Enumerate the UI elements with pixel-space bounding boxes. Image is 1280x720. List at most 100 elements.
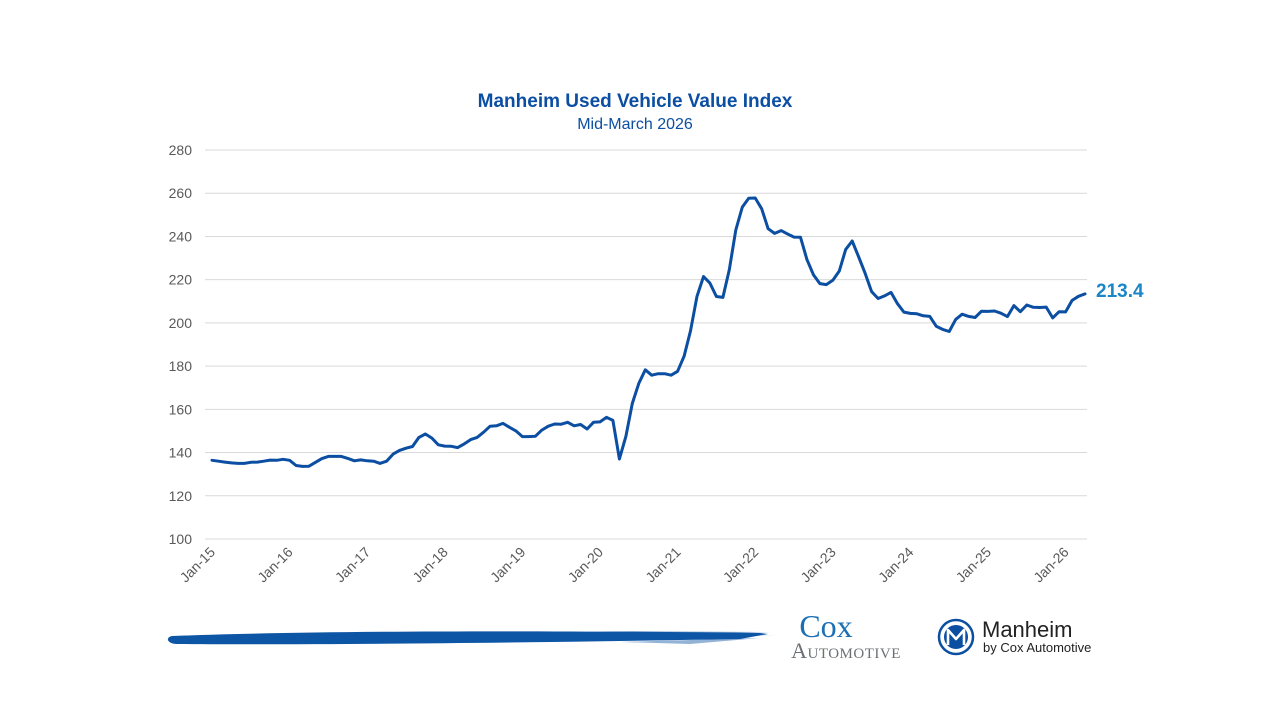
data-point <box>870 290 873 293</box>
manheim-m-badge-icon <box>937 618 975 656</box>
data-point <box>1083 292 1087 296</box>
data-point <box>450 445 453 448</box>
y-tick-label: 200 <box>169 315 193 331</box>
data-point <box>346 457 349 460</box>
data-point <box>863 272 867 275</box>
data-point <box>1012 304 1016 307</box>
data-point <box>495 424 498 427</box>
data-point <box>527 435 531 438</box>
cox-automotive-logo: Cox Automotive <box>791 608 901 663</box>
data-point <box>301 465 304 468</box>
brush-stroke <box>167 631 775 645</box>
manheim-logo: Manheim by Cox Automotive <box>937 617 1091 656</box>
data-point <box>676 370 679 373</box>
data-point <box>294 464 298 467</box>
data-point <box>1064 310 1067 314</box>
y-tick-label: 240 <box>169 228 193 244</box>
data-point <box>353 459 356 462</box>
cox-logo-text: Cox <box>799 608 852 644</box>
data-point <box>663 372 666 375</box>
data-point <box>624 435 628 438</box>
data-point <box>469 438 472 441</box>
data-point <box>540 428 543 432</box>
manheim-logo-text: Manheim <box>982 617 1072 642</box>
data-point <box>514 429 518 433</box>
series-layer <box>210 196 1087 468</box>
data-point <box>883 294 886 298</box>
data-point <box>682 355 686 358</box>
data-point <box>488 425 492 428</box>
data-point <box>702 275 705 278</box>
data-point <box>391 452 395 456</box>
data-point <box>547 425 550 428</box>
data-point <box>851 239 854 243</box>
automotive-logo-text: Automotive <box>791 638 901 663</box>
data-point <box>1077 295 1080 298</box>
data-point <box>230 461 233 465</box>
data-point <box>430 436 434 440</box>
data-point <box>773 232 776 235</box>
data-point <box>320 457 324 460</box>
data-point <box>378 462 382 465</box>
data-point <box>986 310 990 313</box>
x-tick-label: Jan-17 <box>332 544 374 586</box>
data-point <box>398 449 401 452</box>
x-tick-label: Jan-23 <box>797 544 839 586</box>
end-value-label: 213.4 <box>1096 281 1144 302</box>
data-point <box>275 459 278 462</box>
data-point <box>779 229 783 232</box>
data-point <box>799 236 802 239</box>
data-point <box>307 465 311 468</box>
data-point <box>980 310 983 313</box>
data-point <box>553 422 556 426</box>
data-point <box>889 291 893 294</box>
data-point <box>669 374 673 377</box>
data-point <box>566 421 569 424</box>
data-point <box>1019 310 1022 313</box>
x-tick-label: Jan-18 <box>409 544 451 586</box>
data-point <box>896 302 899 305</box>
data-point <box>359 458 362 462</box>
data-point <box>909 312 912 315</box>
data-point <box>256 460 259 464</box>
data-point <box>1057 310 1061 313</box>
data-point <box>333 455 337 458</box>
chart-title: Manheim Used Vehicle Value Index <box>478 91 793 112</box>
data-point <box>844 248 847 251</box>
data-point <box>605 416 608 419</box>
data-point <box>243 462 246 465</box>
data-point <box>269 458 272 462</box>
data-point <box>902 310 906 314</box>
data-point <box>262 460 265 463</box>
data-point <box>598 420 602 424</box>
chart-subtitle: Mid-March 2026 <box>577 116 693 133</box>
data-point <box>482 431 485 434</box>
x-tick-label: Jan-24 <box>875 544 917 586</box>
data-point <box>210 459 214 462</box>
data-point <box>818 282 822 285</box>
x-tick-label: Jan-20 <box>565 544 607 586</box>
data-point <box>747 197 750 200</box>
data-point <box>560 423 563 426</box>
data-point <box>766 227 770 230</box>
data-point <box>831 279 834 282</box>
data-point <box>941 328 944 331</box>
data-point <box>644 368 647 371</box>
data-point <box>314 461 317 464</box>
data-point <box>935 325 938 328</box>
data-point <box>534 435 537 438</box>
data-point <box>1032 306 1035 309</box>
data-point <box>715 295 718 298</box>
data-point <box>967 315 970 318</box>
data-point <box>611 419 615 422</box>
y-tick-label: 140 <box>169 445 193 461</box>
data-point <box>1045 305 1048 309</box>
data-point <box>366 459 369 462</box>
data-point <box>805 258 809 261</box>
data-point <box>734 228 737 232</box>
data-point <box>838 269 841 273</box>
x-tick-label: Jan-26 <box>1030 544 1072 586</box>
data-point <box>657 372 660 375</box>
data-point <box>592 421 595 424</box>
x-tick-label: Jan-19 <box>487 544 529 586</box>
